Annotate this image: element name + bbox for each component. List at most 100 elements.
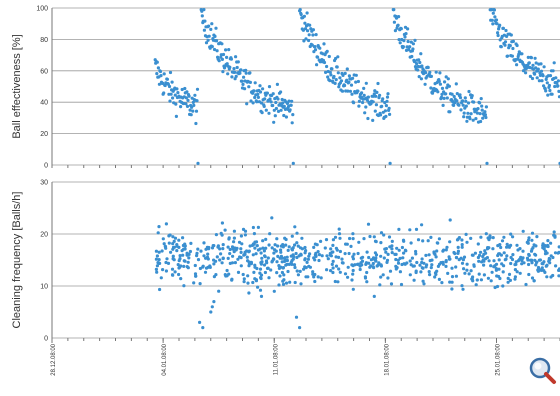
data-point	[275, 260, 279, 264]
data-point	[220, 57, 224, 62]
data-point	[430, 258, 434, 262]
data-point	[171, 242, 175, 246]
data-point	[326, 257, 330, 261]
data-point	[483, 113, 487, 117]
data-point	[450, 280, 454, 284]
data-point	[420, 260, 424, 265]
data-point	[173, 93, 177, 97]
data-point	[274, 106, 278, 111]
data-point	[347, 74, 351, 78]
data-point	[480, 108, 484, 112]
data-point	[471, 279, 475, 283]
data-point	[157, 258, 161, 262]
data-point	[337, 232, 342, 236]
data-point	[390, 251, 394, 255]
data-point	[262, 104, 266, 108]
data-point	[460, 245, 464, 249]
data-point	[215, 255, 219, 259]
data-point	[259, 101, 264, 105]
data-point	[533, 258, 537, 262]
data-point	[259, 276, 263, 280]
data-point	[308, 265, 312, 269]
data-point	[388, 269, 393, 273]
data-point	[171, 96, 175, 100]
data-point	[277, 283, 281, 287]
data-point	[334, 264, 339, 268]
data-point	[284, 243, 288, 247]
data-point	[192, 103, 196, 107]
data-point	[496, 253, 500, 258]
data-point	[243, 233, 247, 237]
data-point	[440, 281, 444, 285]
data-point	[192, 281, 196, 285]
data-point	[539, 268, 543, 272]
data-point	[338, 76, 342, 80]
data-point	[159, 276, 163, 280]
data-point	[201, 265, 205, 269]
data-point	[182, 284, 186, 288]
data-point	[330, 67, 334, 71]
data-point	[314, 33, 318, 37]
data-point	[319, 239, 323, 243]
data-point	[174, 114, 178, 118]
data-point	[496, 244, 500, 248]
data-point	[384, 114, 388, 118]
data-point	[402, 251, 406, 255]
data-point	[434, 70, 438, 74]
data-point	[372, 294, 376, 298]
data-point	[306, 29, 310, 33]
data-point	[170, 80, 174, 84]
data-point	[195, 87, 200, 91]
data-point	[244, 68, 248, 72]
data-point	[249, 262, 253, 266]
data-point	[303, 245, 307, 250]
data-point	[441, 262, 445, 266]
data-point	[520, 262, 524, 266]
data-point	[380, 104, 384, 108]
data-point	[499, 245, 503, 250]
data-point	[267, 85, 272, 89]
data-point	[179, 277, 183, 281]
data-point	[534, 61, 538, 65]
data-point	[444, 264, 448, 268]
data-point	[381, 97, 385, 101]
data-point	[288, 280, 292, 284]
magnifier-icon[interactable]	[529, 357, 556, 384]
data-point	[527, 262, 531, 267]
data-point	[261, 239, 265, 243]
data-point	[351, 264, 355, 268]
data-point	[247, 85, 251, 89]
data-point	[161, 237, 165, 241]
data-point	[202, 241, 206, 245]
data-point	[358, 264, 362, 268]
data-point	[473, 251, 477, 255]
data-point	[385, 260, 389, 264]
data-point	[379, 254, 383, 258]
data-point	[202, 28, 206, 32]
data-point	[273, 248, 277, 252]
data-point	[402, 262, 406, 266]
data-point	[384, 104, 388, 108]
data-point	[233, 261, 237, 265]
data-point	[351, 232, 355, 236]
data-point	[437, 277, 441, 281]
data-point	[520, 259, 524, 263]
data-point	[356, 79, 360, 84]
data-point	[187, 256, 191, 260]
data-point	[167, 84, 172, 89]
data-point	[469, 112, 473, 116]
data-point	[267, 111, 271, 115]
data-point	[173, 270, 177, 274]
data-point	[181, 236, 185, 240]
data-point	[392, 8, 396, 12]
data-point	[378, 283, 382, 287]
data-point	[264, 108, 268, 112]
data-point	[413, 65, 418, 69]
data-point	[325, 64, 329, 69]
data-point	[328, 253, 332, 257]
data-point	[410, 54, 414, 59]
data-point	[313, 45, 317, 49]
data-point	[312, 245, 316, 249]
data-point	[359, 256, 363, 260]
data-point	[212, 275, 216, 279]
